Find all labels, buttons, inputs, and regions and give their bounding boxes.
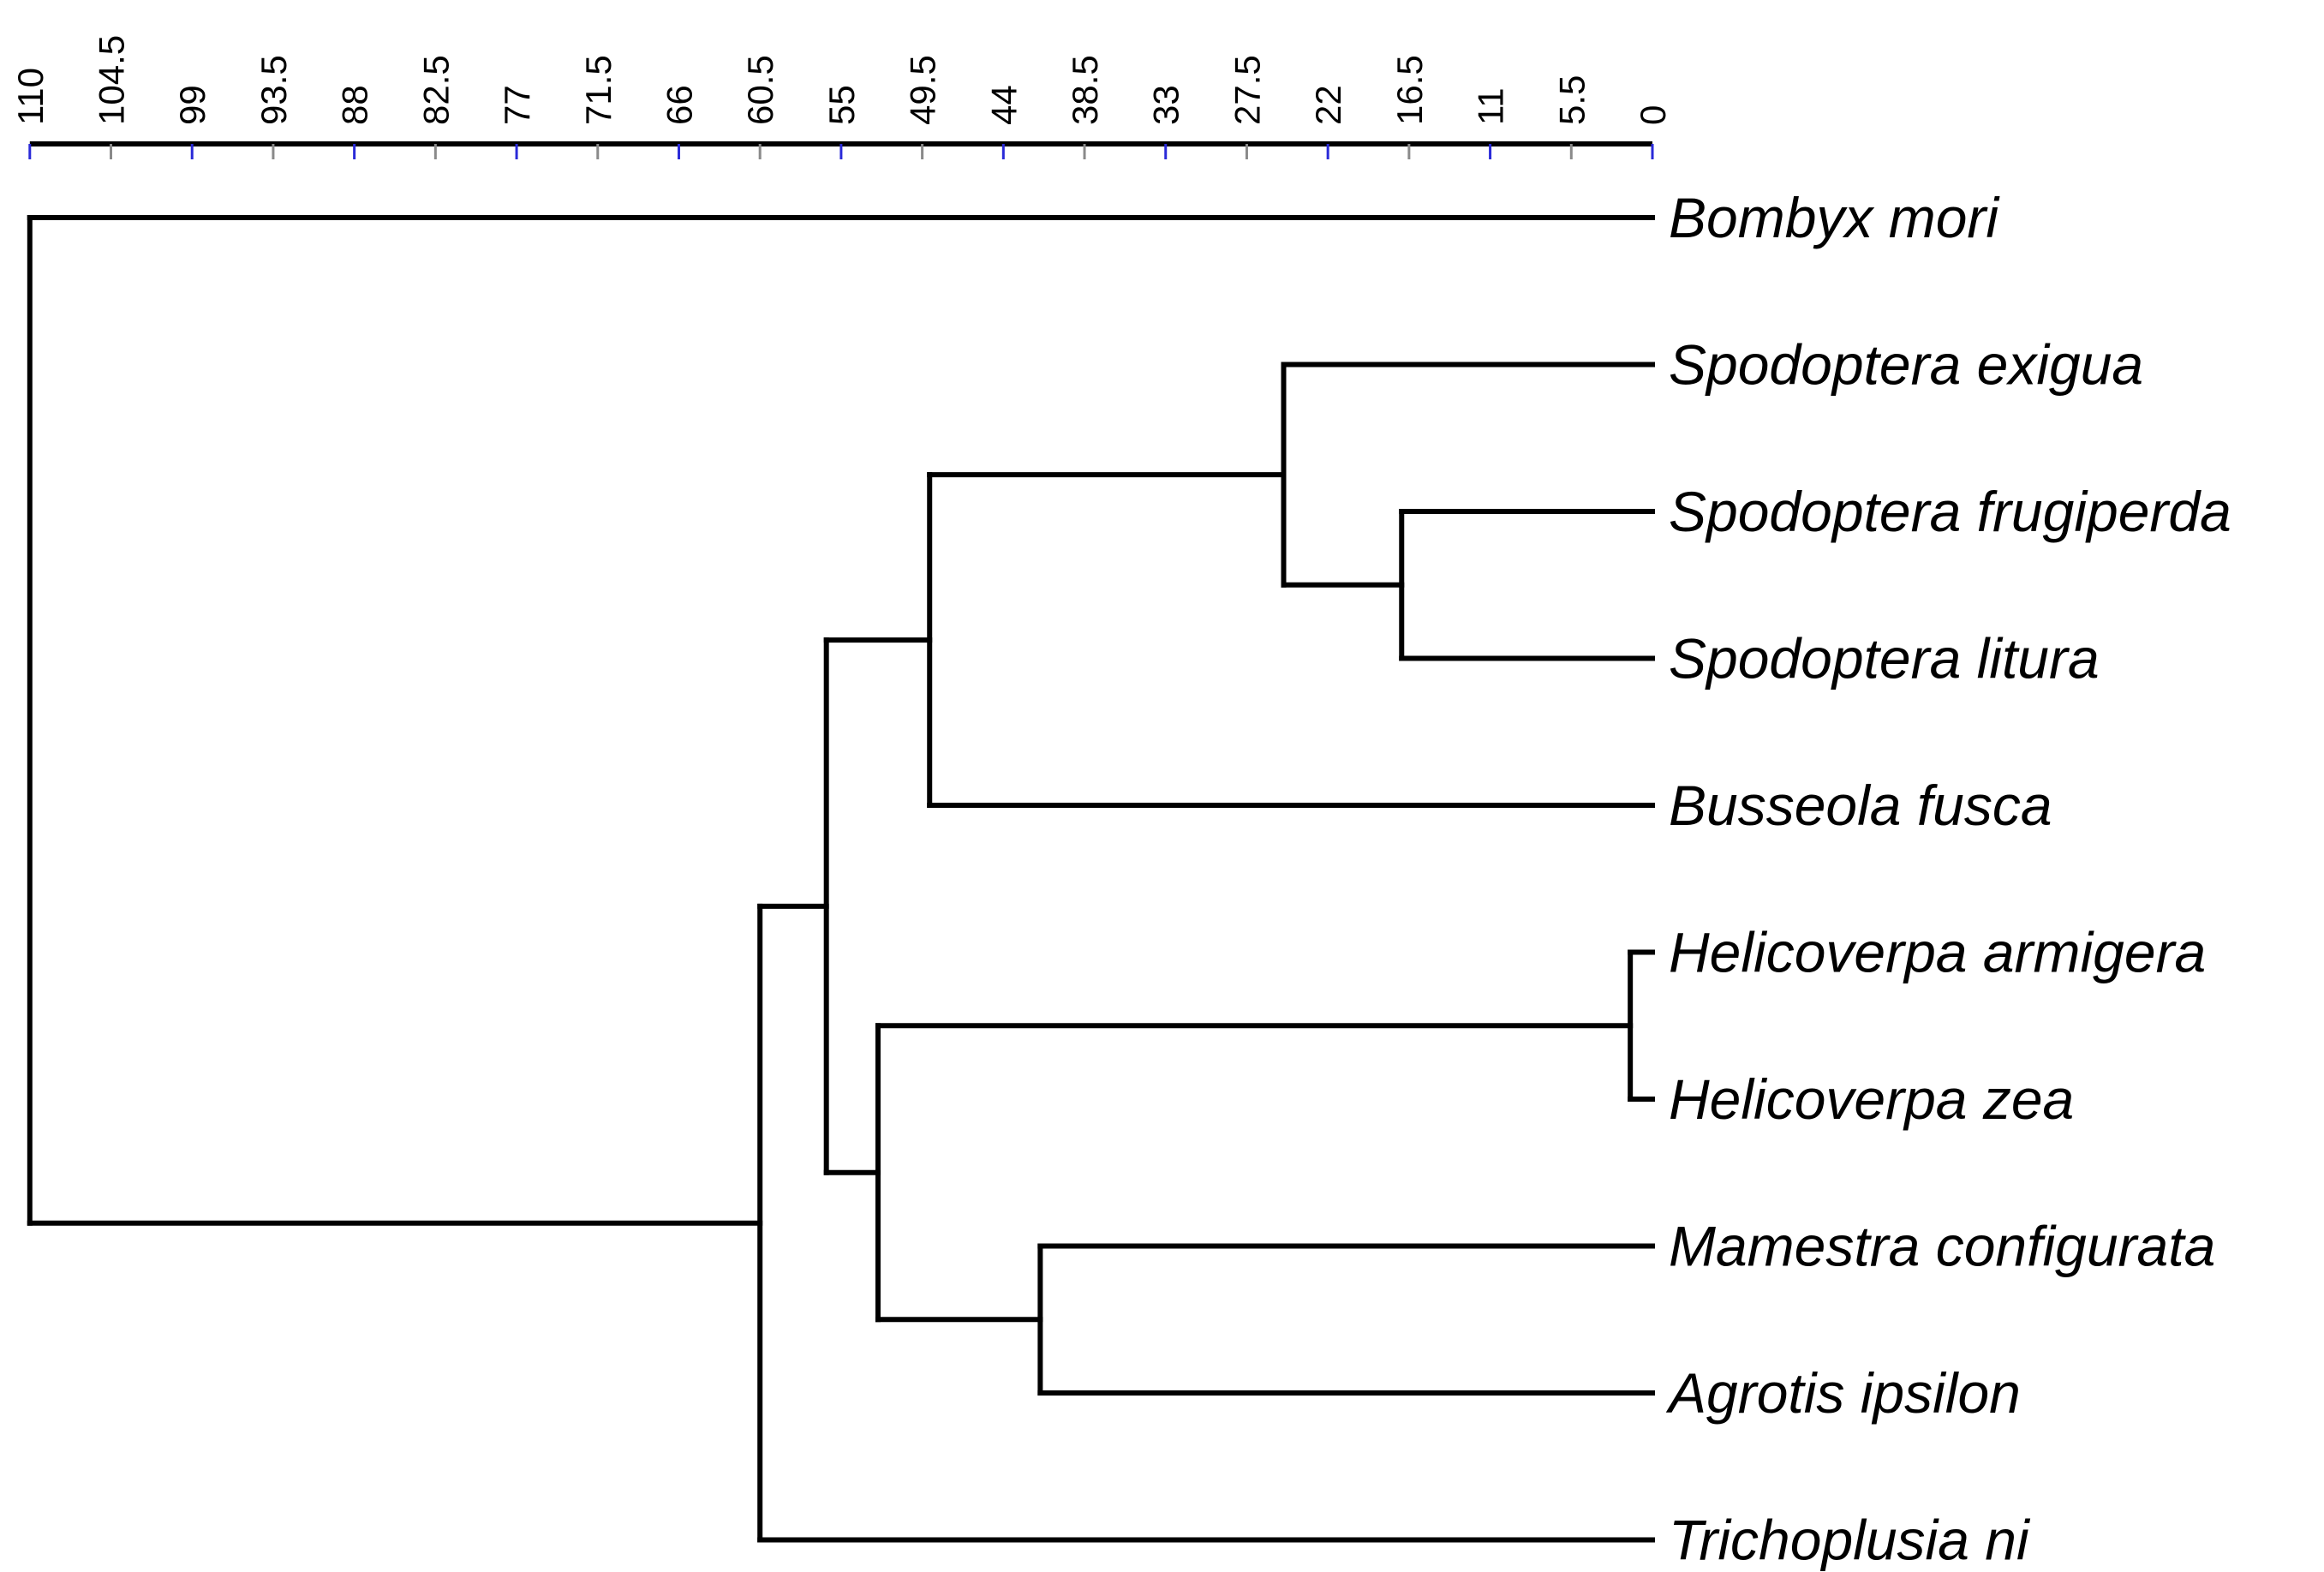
axis-tick-label: 93.5 bbox=[254, 55, 294, 125]
leaf-label: Helicoverpa armigera bbox=[1669, 921, 2206, 984]
leaf-label: Busseola fusca bbox=[1669, 774, 2052, 837]
axis-tick-label: 27.5 bbox=[1227, 55, 1267, 125]
leaf-label: Spodoptera exigua bbox=[1669, 333, 2143, 397]
axis-tick-label: 16.5 bbox=[1389, 55, 1430, 125]
axis-tick-label: 71.5 bbox=[578, 55, 618, 125]
axis-tick-label: 55 bbox=[821, 85, 862, 125]
axis-tick-label: 60.5 bbox=[740, 55, 780, 125]
axis-tick-label: 38.5 bbox=[1065, 55, 1105, 125]
leaf-labels: Bombyx mori Spodoptera exigua Spodoptera f… bbox=[1665, 186, 2231, 1572]
leaf-label: Helicoverpa zea bbox=[1669, 1067, 2074, 1131]
axis-tick-label: 5.5 bbox=[1551, 75, 1592, 125]
axis-tick-label: 99 bbox=[172, 85, 212, 125]
axis-tick-label: 77 bbox=[497, 85, 537, 125]
axis-tick-label: 22 bbox=[1308, 85, 1348, 125]
axis-tick-label: 0 bbox=[1633, 105, 1673, 125]
axis-tick-label: 33 bbox=[1146, 85, 1186, 125]
leaf-label: Mamestra configurata bbox=[1669, 1215, 2215, 1278]
axis-tick-label: 110 bbox=[10, 68, 51, 125]
leaf-label: Trichoplusia ni bbox=[1669, 1509, 2031, 1572]
distance-axis: 110 104.5 99 93.5 88 82.5 77 71.5 66 60.5 55 49.5 44… bbox=[10, 35, 1673, 159]
axis-tick-label: 44 bbox=[983, 85, 1024, 125]
axis-tick-label: 49.5 bbox=[903, 55, 943, 125]
tree-branches bbox=[27, 215, 1655, 1543]
axis-tick-label: 104.5 bbox=[92, 35, 132, 125]
axis-tick-label: 11 bbox=[1471, 87, 1511, 125]
leaf-label: Bombyx mori bbox=[1669, 186, 2000, 249]
leaf-label: Agrotis ipsilon bbox=[1665, 1361, 2021, 1425]
axis-tick-label: 82.5 bbox=[415, 55, 456, 125]
leaf-label: Spodoptera litura bbox=[1669, 627, 2100, 690]
axis-tick-label: 66 bbox=[659, 85, 699, 125]
axis-tick-label: 88 bbox=[335, 85, 375, 125]
leaf-label: Spodoptera frugiperda bbox=[1669, 480, 2231, 543]
